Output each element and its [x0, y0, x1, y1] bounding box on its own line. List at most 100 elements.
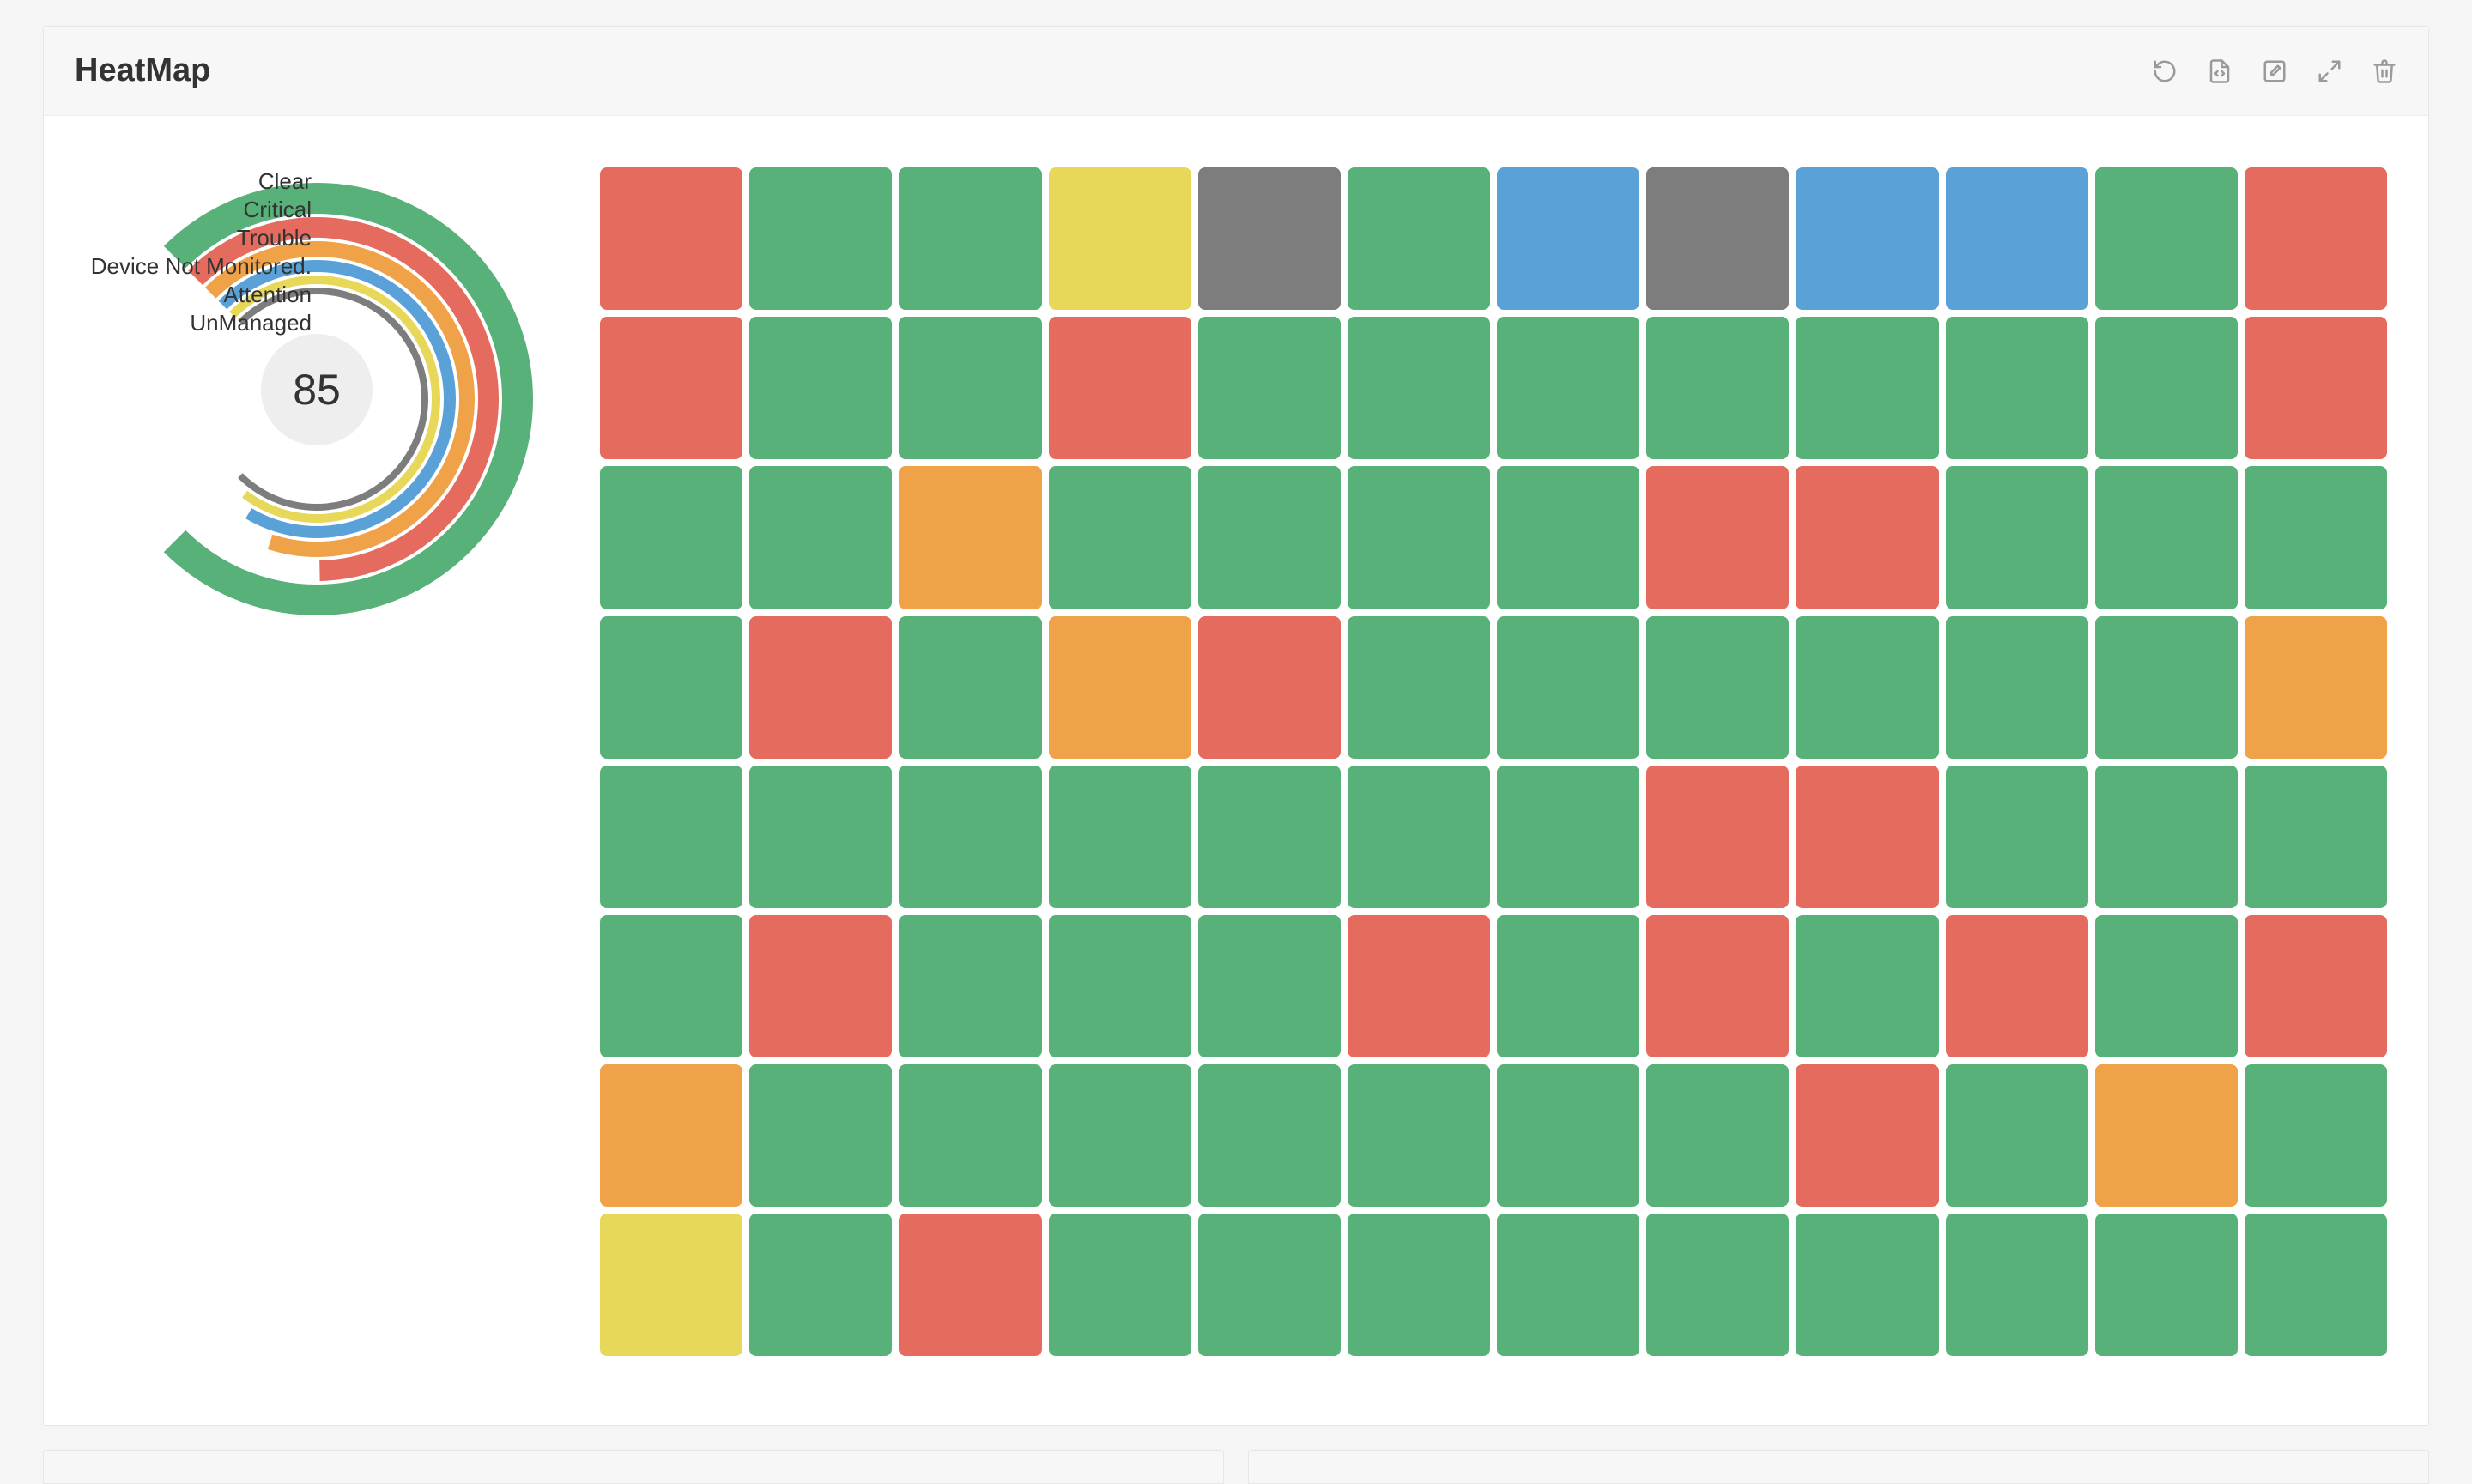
heatmap-cell[interactable]	[2245, 466, 2387, 609]
heatmap-cell[interactable]	[1946, 766, 2088, 908]
heatmap-cell[interactable]	[1049, 466, 1191, 609]
heatmap-cell[interactable]	[1049, 317, 1191, 459]
heatmap-cell[interactable]	[600, 616, 742, 759]
heatmap-cell[interactable]	[1646, 317, 1789, 459]
heatmap-cell[interactable]	[1796, 466, 1938, 609]
heatmap-cell[interactable]	[2245, 915, 2387, 1057]
heatmap-cell[interactable]	[749, 915, 892, 1057]
heatmap-cell[interactable]	[749, 317, 892, 459]
heatmap-cell[interactable]	[2095, 766, 2238, 908]
heatmap-cell[interactable]	[1049, 1064, 1191, 1207]
heatmap-cell[interactable]	[1198, 915, 1341, 1057]
heatmap-cell[interactable]	[1946, 1064, 2088, 1207]
expand-icon[interactable]	[2317, 58, 2342, 84]
heatmap-cell[interactable]	[1497, 466, 1639, 609]
heatmap-cell[interactable]	[600, 167, 742, 310]
heatmap-cell[interactable]	[1198, 167, 1341, 310]
heatmap-cell[interactable]	[1049, 1214, 1191, 1356]
heatmap-cell[interactable]	[2095, 1064, 2238, 1207]
heatmap-cell[interactable]	[1646, 915, 1789, 1057]
heatmap-cell[interactable]	[2245, 1214, 2387, 1356]
heatmap-cell[interactable]	[2095, 466, 2238, 609]
code-icon[interactable]	[2207, 58, 2233, 84]
heatmap-cell[interactable]	[749, 167, 892, 310]
heatmap-cell[interactable]	[2245, 317, 2387, 459]
heatmap-cell[interactable]	[1497, 317, 1639, 459]
heatmap-cell[interactable]	[1946, 1214, 2088, 1356]
heatmap-cell[interactable]	[2245, 1064, 2387, 1207]
heatmap-cell[interactable]	[1497, 915, 1639, 1057]
heatmap-cell[interactable]	[1348, 766, 1490, 908]
heatmap-cell[interactable]	[1796, 317, 1938, 459]
heatmap-cell[interactable]	[899, 167, 1041, 310]
heatmap-cell[interactable]	[899, 466, 1041, 609]
heatmap-cell[interactable]	[1646, 1064, 1789, 1207]
heatmap-cell[interactable]	[899, 317, 1041, 459]
heatmap-cell[interactable]	[2095, 317, 2238, 459]
heatmap-cell[interactable]	[2095, 1214, 2238, 1356]
delete-icon[interactable]	[2372, 58, 2397, 84]
heatmap-cell[interactable]	[1049, 616, 1191, 759]
heatmap-cell[interactable]	[1497, 766, 1639, 908]
heatmap-cell[interactable]	[1646, 1214, 1789, 1356]
heatmap-cell[interactable]	[1198, 1214, 1341, 1356]
heatmap-cell[interactable]	[1348, 317, 1490, 459]
heatmap-cell[interactable]	[600, 317, 742, 459]
heatmap-cell[interactable]	[1946, 616, 2088, 759]
refresh-icon[interactable]	[2152, 58, 2178, 84]
heatmap-cell[interactable]	[1497, 1214, 1639, 1356]
heatmap-cell[interactable]	[1946, 466, 2088, 609]
heatmap-cell[interactable]	[1646, 466, 1789, 609]
heatmap-cell[interactable]	[1497, 167, 1639, 310]
heatmap-cell[interactable]	[1198, 616, 1341, 759]
heatmap-cell[interactable]	[1646, 167, 1789, 310]
heatmap-cell[interactable]	[1198, 766, 1341, 908]
heatmap-cell[interactable]	[1796, 167, 1938, 310]
heatmap-cell[interactable]	[600, 766, 742, 908]
heatmap-cell[interactable]	[1348, 466, 1490, 609]
heatmap-cell[interactable]	[600, 466, 742, 609]
heatmap-cell[interactable]	[1049, 915, 1191, 1057]
heatmap-cell[interactable]	[1796, 915, 1938, 1057]
heatmap-cell[interactable]	[600, 1064, 742, 1207]
heatmap-cell[interactable]	[1497, 1064, 1639, 1207]
heatmap-cell[interactable]	[1646, 616, 1789, 759]
heatmap-cell[interactable]	[2245, 616, 2387, 759]
heatmap-cell[interactable]	[1796, 1214, 1938, 1356]
heatmap-cell[interactable]	[1796, 766, 1938, 908]
heatmap-cell[interactable]	[1796, 1064, 1938, 1207]
heatmap-cell[interactable]	[1198, 466, 1341, 609]
heatmap-cell[interactable]	[2095, 167, 2238, 310]
heatmap-cell[interactable]	[1198, 1064, 1341, 1207]
heatmap-cell[interactable]	[1049, 167, 1191, 310]
heatmap-cell[interactable]	[1946, 167, 2088, 310]
heatmap-cell[interactable]	[1049, 766, 1191, 908]
heatmap-cell[interactable]	[1198, 317, 1341, 459]
heatmap-cell[interactable]	[1348, 1064, 1490, 1207]
heatmap-cell[interactable]	[2245, 766, 2387, 908]
heatmap-cell[interactable]	[749, 1064, 892, 1207]
heatmap-cell[interactable]	[600, 915, 742, 1057]
heatmap-cell[interactable]	[749, 616, 892, 759]
heatmap-cell[interactable]	[2095, 915, 2238, 1057]
heatmap-cell[interactable]	[1348, 167, 1490, 310]
heatmap-cell[interactable]	[899, 616, 1041, 759]
heatmap-cell[interactable]	[899, 915, 1041, 1057]
heatmap-cell[interactable]	[1348, 1214, 1490, 1356]
heatmap-cell[interactable]	[1348, 616, 1490, 759]
heatmap-cell[interactable]	[2245, 167, 2387, 310]
heatmap-cell[interactable]	[600, 1214, 742, 1356]
heatmap-cell[interactable]	[1646, 766, 1789, 908]
heatmap-cell[interactable]	[1796, 616, 1938, 759]
heatmap-cell[interactable]	[899, 766, 1041, 908]
heatmap-cell[interactable]	[749, 1214, 892, 1356]
heatmap-cell[interactable]	[749, 766, 892, 908]
heatmap-cell[interactable]	[899, 1214, 1041, 1356]
heatmap-cell[interactable]	[1946, 317, 2088, 459]
heatmap-cell[interactable]	[1946, 915, 2088, 1057]
heatmap-cell[interactable]	[2095, 616, 2238, 759]
edit-icon[interactable]	[2262, 58, 2287, 84]
heatmap-cell[interactable]	[749, 466, 892, 609]
heatmap-cell[interactable]	[1348, 915, 1490, 1057]
heatmap-cell[interactable]	[899, 1064, 1041, 1207]
